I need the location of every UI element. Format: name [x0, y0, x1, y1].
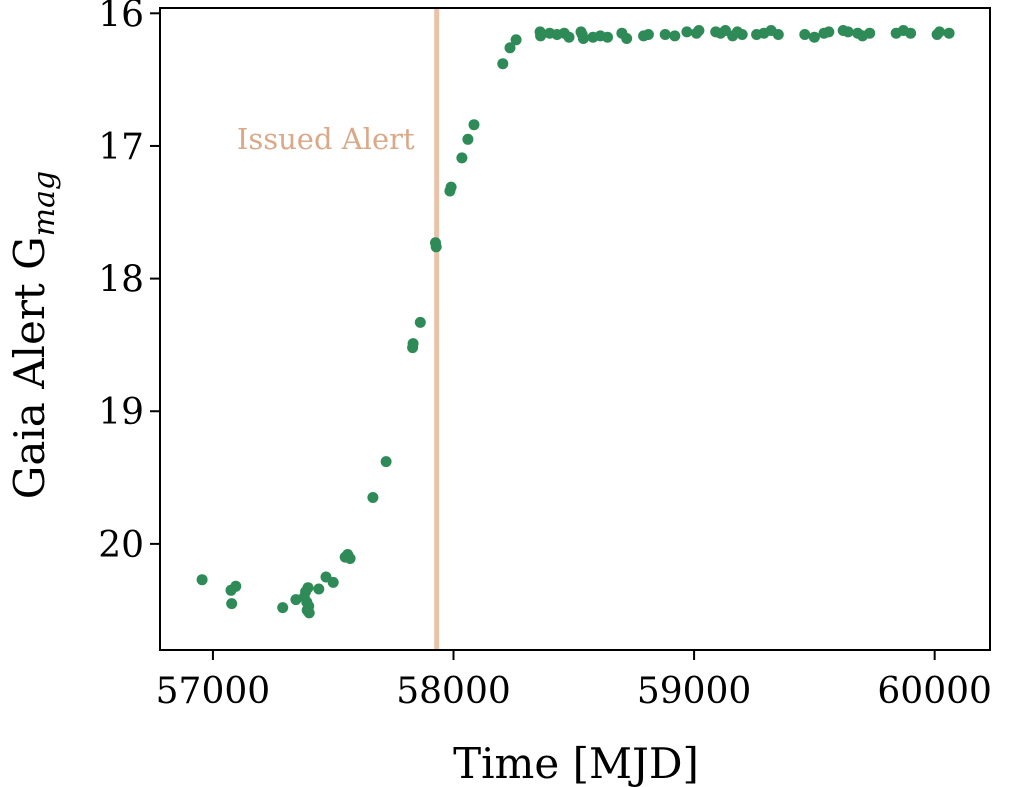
- data-point: [934, 26, 945, 38]
- alert-layer: Issued Alert: [237, 8, 440, 650]
- data-points: [196, 25, 955, 619]
- data-point: [823, 26, 835, 38]
- x-tick-label: 59000: [637, 671, 752, 712]
- data-point: [414, 316, 426, 328]
- data-point: [621, 33, 633, 44]
- data-point: [302, 582, 314, 594]
- x-axis-label: Time [MJD]: [453, 739, 699, 787]
- data-point: [196, 574, 208, 586]
- data-point: [808, 31, 820, 43]
- data-point: [407, 338, 419, 350]
- data-point: [842, 26, 854, 38]
- data-point: [535, 30, 547, 42]
- data-point: [602, 31, 613, 43]
- issued-alert-label: Issued Alert: [237, 122, 415, 156]
- data-point: [327, 576, 339, 588]
- data-point: [313, 583, 325, 595]
- x-tick-label: 60000: [877, 671, 992, 712]
- data-point: [468, 119, 480, 131]
- data-point: [230, 580, 242, 592]
- data-point: [380, 456, 392, 468]
- data-point: [303, 607, 315, 619]
- y-axis-label-main: Gaia Alert G: [5, 236, 54, 499]
- x-tick-label: 57000: [156, 671, 271, 712]
- y-tick-label: 17: [98, 127, 144, 168]
- x-tick-label: 58000: [396, 671, 511, 712]
- data-point: [497, 58, 509, 70]
- data-point: [344, 553, 356, 564]
- x-axis-ticks: 57000 58000 59000 60000: [156, 650, 992, 712]
- y-axis-label: Gaia Alert Gmag: [5, 171, 62, 499]
- data-point: [226, 598, 238, 610]
- data-point: [563, 31, 575, 43]
- y-tick-label: 20: [98, 525, 144, 566]
- data-point: [277, 602, 289, 614]
- data-point: [681, 26, 693, 38]
- data-point: [462, 133, 474, 145]
- data-point: [445, 181, 457, 193]
- data-point: [456, 152, 468, 164]
- data-point: [290, 594, 302, 606]
- data-point: [669, 30, 681, 42]
- y-tick-label: 19: [98, 392, 144, 433]
- data-point: [367, 492, 379, 503]
- y-axis-ticks: 16 17 18 19 20: [98, 0, 160, 566]
- data-point: [905, 27, 917, 39]
- data-point: [504, 42, 516, 54]
- data-point: [799, 29, 811, 40]
- data-point: [659, 29, 671, 40]
- y-tick-label: 16: [98, 0, 144, 35]
- data-point: [772, 29, 784, 40]
- data-point: [693, 25, 705, 36]
- y-axis-label-subscript: mag: [27, 171, 62, 237]
- data-point: [864, 27, 876, 39]
- data-point: [736, 29, 748, 40]
- data-point: [943, 27, 955, 39]
- data-point: [642, 29, 654, 40]
- data-point: [510, 34, 522, 46]
- data-point: [577, 33, 589, 44]
- plot-frame: [159, 7, 991, 651]
- y-tick-label: 18: [98, 260, 144, 301]
- data-point: [430, 241, 442, 253]
